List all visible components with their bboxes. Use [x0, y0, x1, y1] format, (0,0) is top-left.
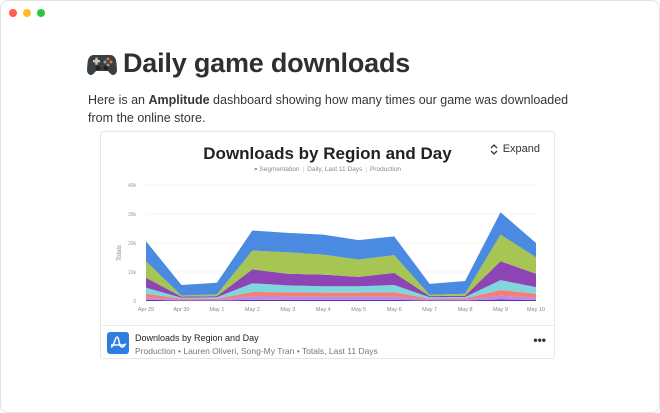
x-tick-label: May 1 [209, 307, 224, 313]
expand-button[interactable]: Expand [490, 143, 540, 155]
y-tick-label: 30k [128, 212, 137, 218]
more-options-button[interactable]: ••• [533, 333, 546, 347]
meta-type: Segmentation [259, 166, 300, 173]
meta-project: Production [369, 166, 402, 173]
x-tick-label: May 4 [316, 307, 331, 313]
minimize-button[interactable] [23, 9, 31, 17]
area-series-0 [146, 299, 536, 301]
page-header: Daily game downloads [87, 48, 410, 79]
x-tick-label: Apr 30 [173, 307, 189, 313]
meta-range: Daily, Last 11 Days [307, 166, 363, 173]
amplitude-embed-card: Downloads by Region and Day Expand ⌕ Seg… [100, 131, 555, 359]
y-axis-label: Totals [117, 245, 123, 261]
x-tick-label: May 6 [387, 307, 402, 313]
x-tick-label: May 9 [493, 307, 508, 313]
intro-paragraph: Here is an Amplitude dashboard showing h… [88, 91, 588, 127]
card-footer: Downloads by Region and Day Production •… [101, 325, 554, 358]
amplitude-logo-icon [107, 332, 129, 354]
zoom-button[interactable] [37, 9, 45, 17]
area-series-5 [146, 234, 536, 297]
x-tick-label: May 5 [351, 307, 366, 313]
y-tick-label: 20k [128, 241, 137, 247]
area-series-3 [146, 280, 536, 299]
x-tick-label: May 8 [458, 307, 473, 313]
chart-meta: ⌕ Segmentation | Daily, Last 11 Days | Produ… [253, 166, 402, 173]
game-controller-icon [87, 54, 117, 75]
y-tick-label: 0 [133, 299, 136, 305]
area-series-2 [146, 289, 536, 300]
chart-title: Downloads by Region and Day [203, 144, 452, 163]
x-tick-label: May 7 [422, 307, 437, 313]
amplitude-text: Amplitude [148, 93, 210, 107]
x-tick-label: May 2 [245, 307, 260, 313]
area-series-1 [146, 295, 536, 301]
y-tick-label: 10k [128, 270, 137, 276]
footer-title[interactable]: Downloads by Region and Day [135, 333, 259, 343]
close-button[interactable] [9, 9, 17, 17]
expand-icon [490, 143, 498, 155]
intro-text-rest: dashboard showing how many times our gam… [88, 93, 569, 125]
expand-label: Expand [502, 143, 540, 155]
x-tick-label: May 10 [527, 307, 545, 313]
stacked-area-chart: 0 10k 20k 30k 40k Totals Apr 29 Apr 30 May 1 May … [117, 183, 545, 313]
footer-subtitle: Production • Lauren Oliveri, Song-My Tra… [135, 346, 378, 356]
search-icon: ⌕ [253, 166, 258, 173]
page-title: Daily game downloads [123, 48, 411, 78]
x-tick-label: May 3 [280, 307, 295, 313]
intro-text: Here is an [88, 93, 149, 107]
y-tick-label: 40k [128, 183, 137, 189]
area-series-6 [146, 212, 536, 296]
area-series-4 [146, 261, 536, 298]
x-tick-label: Apr 29 [138, 307, 154, 313]
